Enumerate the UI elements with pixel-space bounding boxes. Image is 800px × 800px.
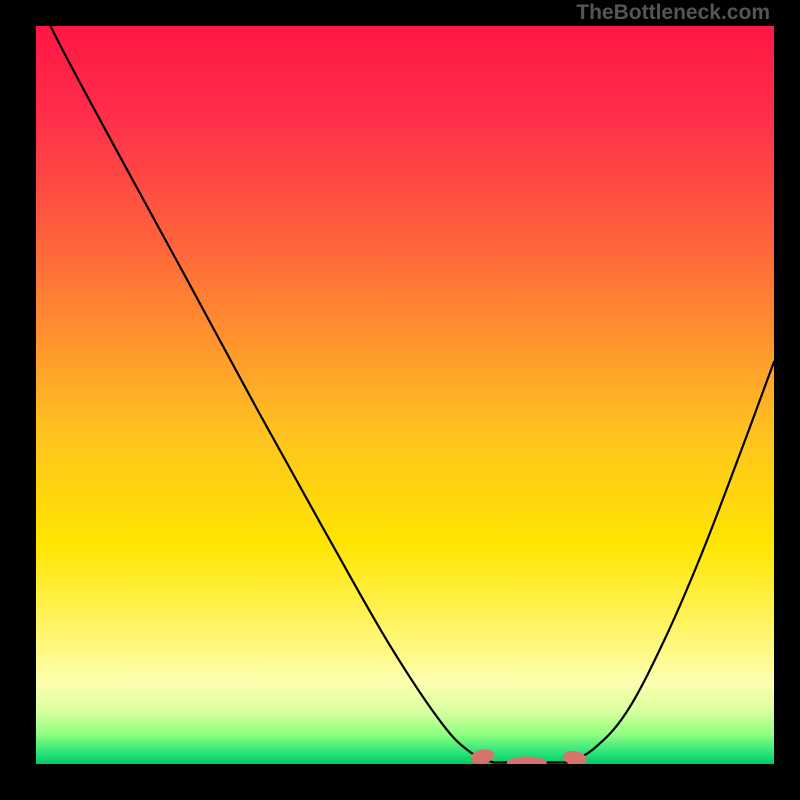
border-left <box>0 0 36 800</box>
plot-area <box>36 26 774 764</box>
watermark-text: TheBottleneck.com <box>576 1 770 25</box>
border-right <box>774 0 800 800</box>
chart-container: TheBottleneck.com <box>0 0 800 800</box>
valley-marker <box>507 757 547 764</box>
bottleneck-curve <box>36 26 774 764</box>
border-bottom <box>0 764 800 800</box>
